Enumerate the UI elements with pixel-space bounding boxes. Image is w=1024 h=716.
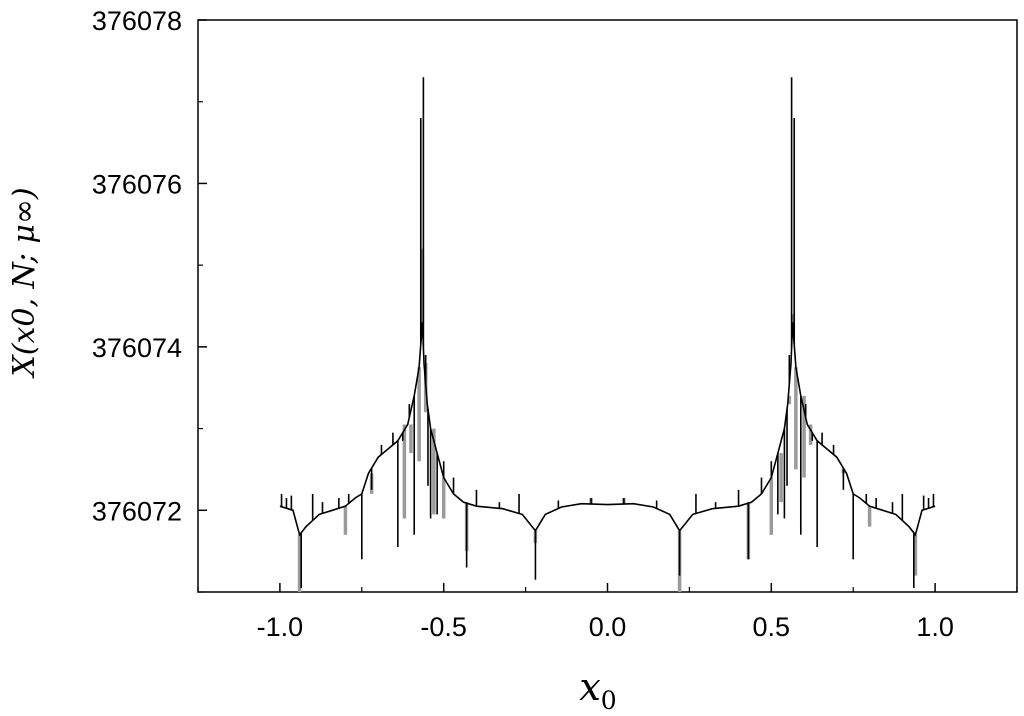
plot-frame (197, 19, 1018, 593)
series-black-line (279, 322, 936, 537)
x-tick-label-3: 0.5 (753, 612, 791, 642)
x-axis-label-subscript: 0 (601, 686, 617, 715)
x-tick-label-0: -1.0 (257, 612, 304, 642)
x-tick-label-2: 0.0 (589, 612, 627, 642)
series-layer (279, 77, 936, 592)
x-tick-label-1: -0.5 (420, 612, 467, 642)
y-axis-ticks: 376072 376074 376076 376078 (92, 6, 207, 593)
y-tick-label-0: 376072 (92, 496, 182, 526)
x-axis-label: x0 (579, 665, 616, 715)
y-tick-label-1: 376074 (92, 333, 182, 363)
x-axis-ticks: -1.0 -0.5 0.0 0.5 1.0 (197, 583, 1018, 642)
y-tick-label-2: 376076 (92, 169, 182, 199)
y-axis-label: X(x0, N; μ∞) (7, 187, 42, 378)
x-axis-label-main: x (579, 665, 600, 709)
y-tick-label-3: 376078 (92, 6, 182, 36)
x-tick-label-4: 1.0 (916, 612, 954, 642)
